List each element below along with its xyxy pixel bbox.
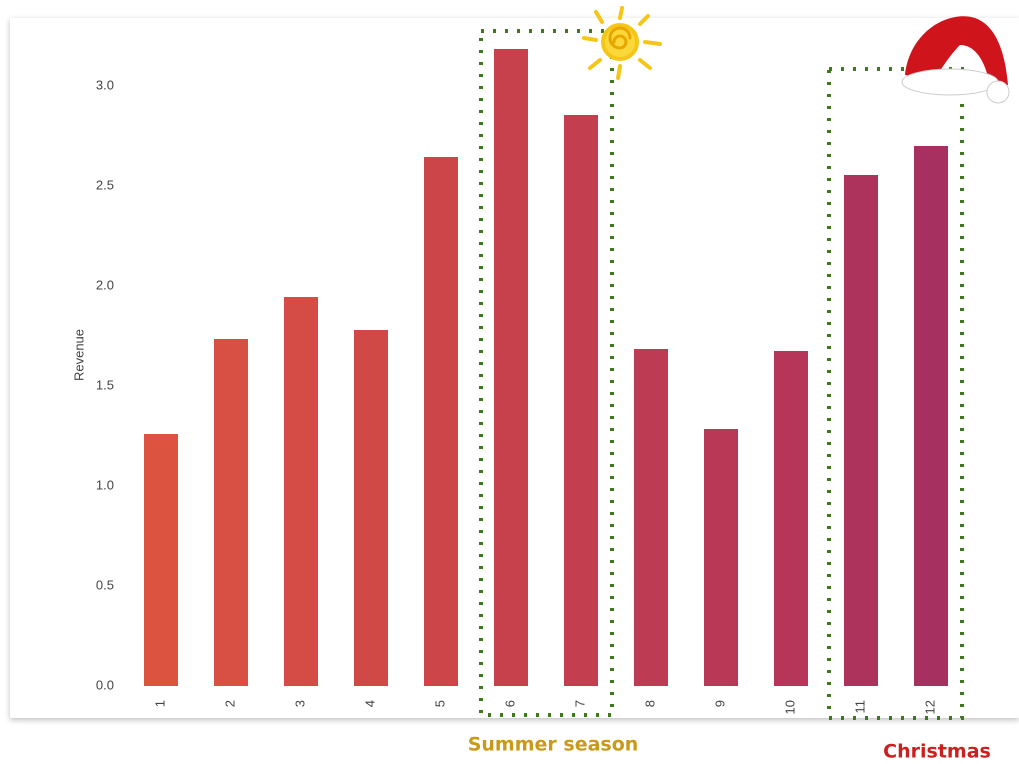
x-tick-label: 9 xyxy=(712,700,727,707)
bar xyxy=(144,434,178,686)
y-tick-label: 1.0 xyxy=(96,477,114,492)
y-tick-label: 2.5 xyxy=(96,177,114,192)
x-tick-label: 6 xyxy=(502,700,517,707)
bar xyxy=(564,115,598,686)
y-axis-label: Revenue xyxy=(71,329,86,381)
y-tick-label: 2.0 xyxy=(96,277,114,292)
bar xyxy=(354,330,388,686)
x-tick-label: 8 xyxy=(642,700,657,707)
y-tick-label: 0.0 xyxy=(96,677,114,692)
bar xyxy=(634,349,668,686)
bar xyxy=(284,297,318,686)
x-tick-label: 1 xyxy=(152,700,167,707)
bar xyxy=(774,351,808,686)
x-tick-label: 7 xyxy=(572,700,587,707)
santa-hat-icon xyxy=(901,16,1010,104)
x-tick-label: 12 xyxy=(922,700,937,714)
plot-area: 0.00.51.01.52.02.53.01 2 3 4 5 6 7 8 9 10 11 12 xyxy=(96,49,948,714)
x-tick-label: 10 xyxy=(782,700,797,714)
x-tick-label: 4 xyxy=(362,700,377,707)
y-tick-label: 0.5 xyxy=(96,577,114,592)
x-tick-label: 11 xyxy=(852,700,867,714)
bar xyxy=(214,339,248,686)
christmas-box xyxy=(827,67,964,720)
bar xyxy=(424,157,458,686)
y-tick-label: 1.5 xyxy=(96,377,114,392)
x-tick-label: 2 xyxy=(222,700,237,707)
x-tick-label: 5 xyxy=(432,700,447,707)
sun-icon xyxy=(582,6,662,80)
x-tick-label: 3 xyxy=(292,700,307,707)
bar xyxy=(704,429,738,686)
bar xyxy=(494,49,528,686)
annotation: Summer season xyxy=(468,734,639,756)
bar xyxy=(844,175,878,686)
y-tick-label: 3.0 xyxy=(96,77,114,92)
bar xyxy=(914,146,948,686)
annotation: Christmas xyxy=(883,741,991,763)
